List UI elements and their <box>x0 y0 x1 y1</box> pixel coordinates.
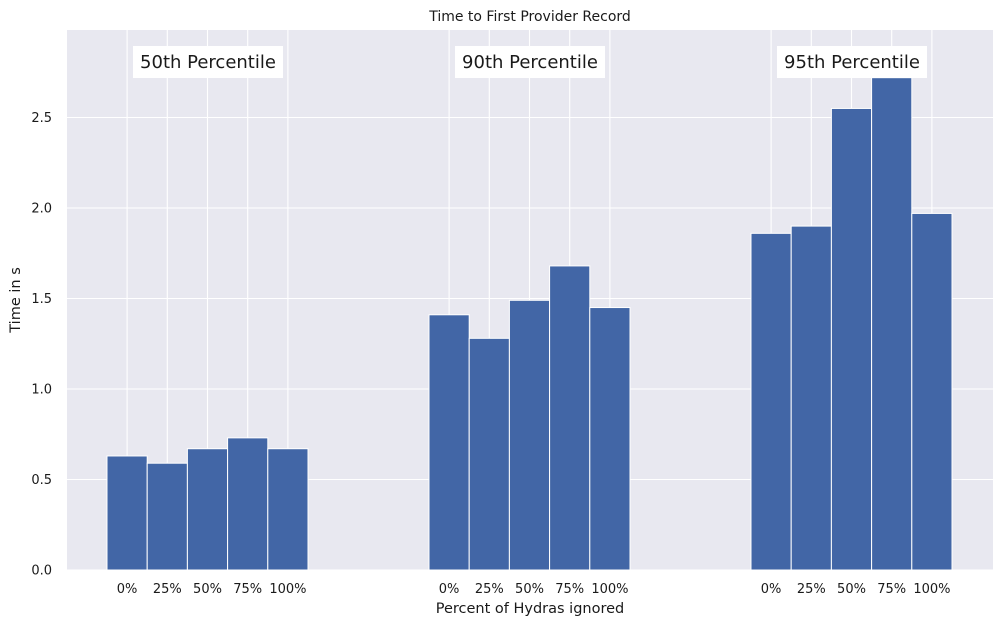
y-tick-label: 1.0 <box>31 383 52 398</box>
bar <box>750 232 792 571</box>
x-tick-label: 50% <box>515 582 544 597</box>
bar <box>589 307 631 571</box>
x-tick-label: 75% <box>555 582 584 597</box>
x-axis-label: Percent of Hydras ignored <box>436 601 625 617</box>
group-label: 90th Percentile <box>462 52 598 73</box>
bar <box>146 462 188 571</box>
y-tick-label: 1.5 <box>31 292 52 307</box>
y-tick-label: 0.5 <box>31 473 52 488</box>
x-tick-label: 75% <box>877 582 906 597</box>
x-tick-label: 0% <box>761 582 782 597</box>
x-tick-label: 0% <box>117 582 138 597</box>
bar <box>871 77 913 571</box>
y-axis-label: Time in s <box>8 267 24 333</box>
bar <box>790 225 832 571</box>
group-label: 95th Percentile <box>784 52 920 73</box>
bar <box>106 455 148 571</box>
bar <box>186 448 229 571</box>
x-tick-label: 100% <box>913 582 950 597</box>
x-ticks: 0% 25% 50% 75% 100% 0% 25% 50% 75% 100% 0% 25% 50% 75… <box>117 582 951 597</box>
bar <box>549 265 591 571</box>
y-tick-label: 0.0 <box>31 564 52 579</box>
bar <box>468 337 510 571</box>
bar <box>830 107 873 571</box>
group-label-box <box>455 46 605 78</box>
y-ticks: 0.0 0.5 1.0 1.5 2.0 2.5 <box>31 111 52 579</box>
x-tick-label: 50% <box>193 582 222 597</box>
bars <box>106 77 953 571</box>
y-tick-label: 2.0 <box>31 202 52 217</box>
x-tick-label: 25% <box>153 582 182 597</box>
y-tick-label: 2.5 <box>31 111 52 126</box>
x-tick-label: 0% <box>439 582 460 597</box>
x-tick-label: 25% <box>475 582 504 597</box>
x-tick-label: 25% <box>797 582 826 597</box>
bar <box>267 448 309 571</box>
bar <box>911 212 953 571</box>
group-label: 50th Percentile <box>140 52 276 73</box>
group-label-box <box>133 46 283 78</box>
group-labels: 50th Percentile 90th Percentile 95th Perce… <box>133 46 927 78</box>
group-label-box <box>777 46 927 78</box>
x-tick-label: 50% <box>837 582 866 597</box>
x-tick-label: 100% <box>269 582 306 597</box>
bar <box>508 299 551 571</box>
x-tick-label: 100% <box>591 582 628 597</box>
bar <box>428 314 470 571</box>
chart-title: Time to First Provider Record <box>428 9 631 25</box>
x-tick-label: 75% <box>233 582 262 597</box>
bar <box>227 437 269 571</box>
